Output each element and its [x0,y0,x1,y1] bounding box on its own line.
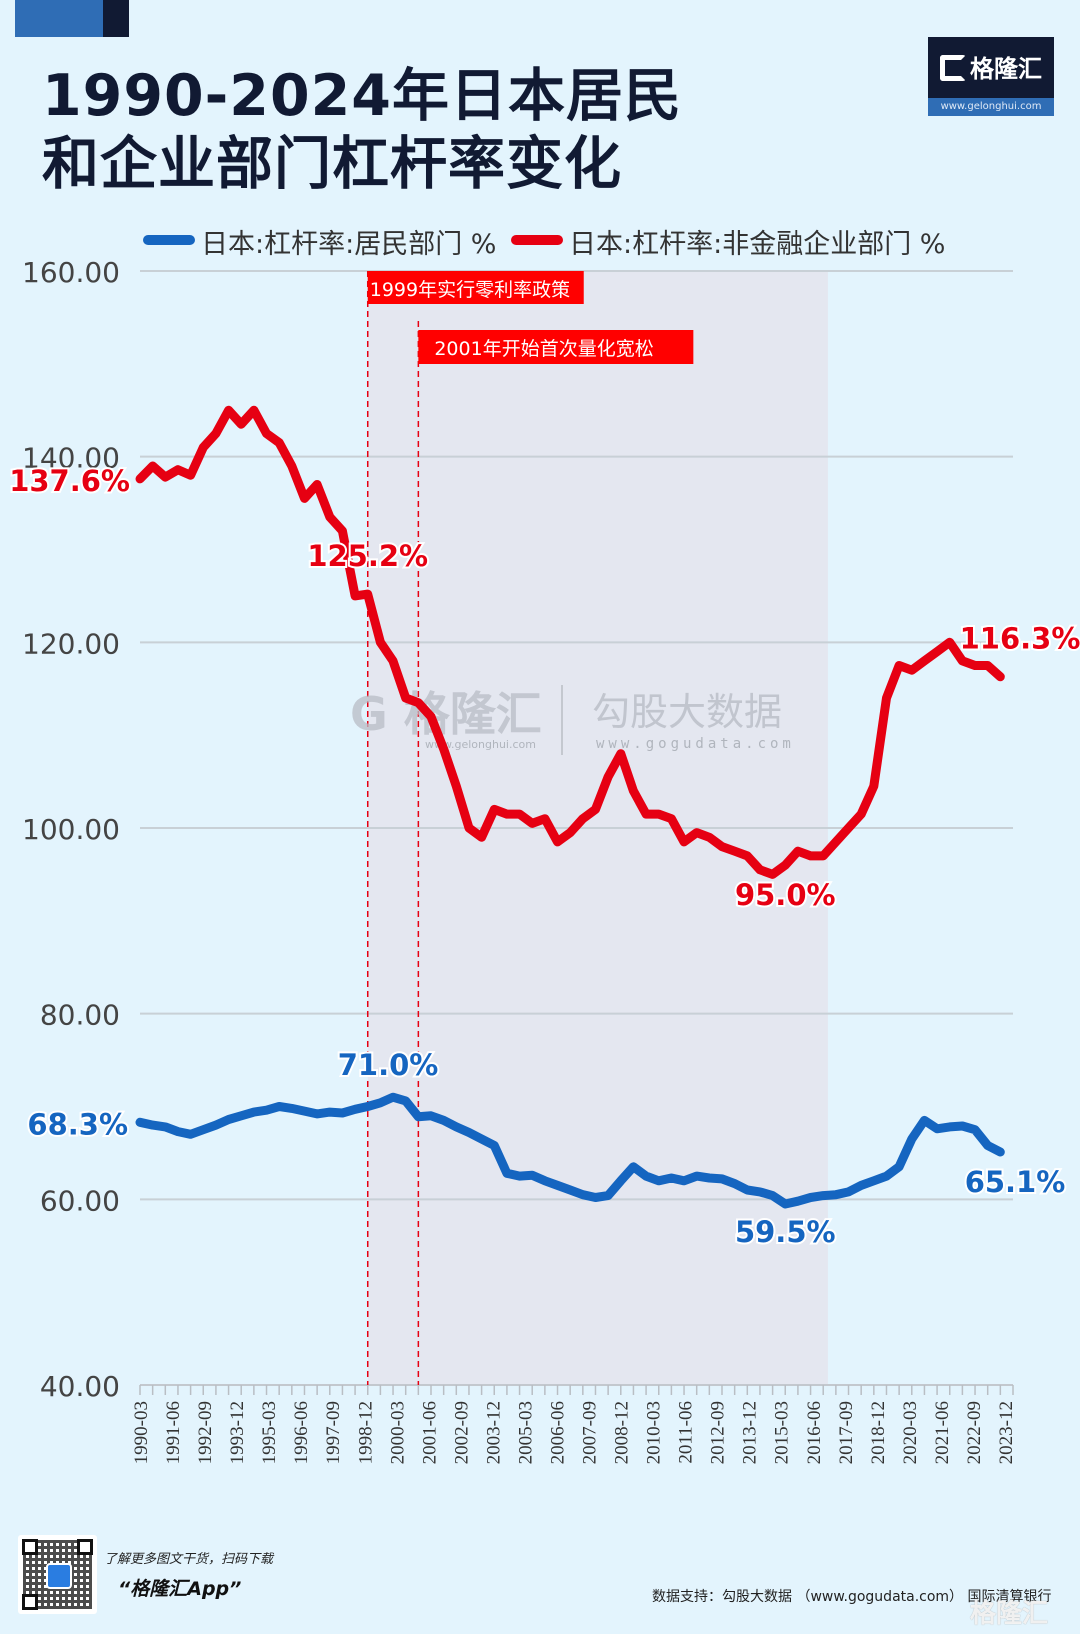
x-axis-label: 2017-09 [836,1401,857,1464]
watermark-source-url: www.gogudata.com [596,736,795,752]
x-axis-label: 2023-12 [996,1401,1017,1464]
corner-accent-blue [15,0,103,37]
y-axis-label: 120.00 [22,627,120,660]
y-axis-label: 100.00 [22,813,120,846]
x-axis-label: 2018-12 [868,1401,889,1464]
watermark-brand-url: www.gelonghui.com [425,738,536,751]
g-logo-icon [46,1563,72,1589]
x-axis-label: 2002-09 [451,1401,472,1464]
x-axis-label: 2016-06 [804,1401,825,1464]
y-axis-label: 80.00 [40,999,120,1032]
x-axis-label: 2001-06 [419,1401,440,1464]
x-axis-label: 2006-06 [547,1401,568,1464]
x-axis-label: 2008-12 [612,1401,633,1464]
x-axis-label: 1996-06 [291,1401,312,1464]
x-axis-label: 2015-03 [772,1401,793,1464]
x-axis-label: 2011-06 [676,1401,697,1464]
footer-watermark-logo: 格隆汇 [970,1599,1049,1629]
corner-accent-dark [103,0,129,37]
data-label: 95.0% [735,878,836,912]
x-axis-label: 1993-12 [227,1401,248,1464]
legend-item-household: 日本:杠杆率:居民部门 % [143,222,496,261]
x-axis-label: 2013-12 [740,1401,761,1464]
data-label: 65.1% [965,1165,1066,1199]
legend-swatch-red [511,235,564,245]
x-axis-label: 1997-09 [323,1401,344,1464]
x-axis-label: 1990-03 [131,1401,152,1464]
data-label: 116.3% [960,622,1080,656]
x-axis-label: 1992-09 [195,1401,216,1464]
y-axis-label: 160.00 [22,256,120,289]
data-label: 137.6% [9,464,130,498]
data-source: 数据支持：勾股大数据 （www.gogudata.com） 国际清算银行 [652,1589,1052,1605]
x-axis-label: 2005-03 [515,1401,536,1464]
x-axis-label: 1991-06 [163,1401,184,1464]
footer-app-name: “格隆汇App” [118,1578,242,1600]
x-axis-label: 1995-03 [259,1401,280,1464]
g-logo-icon [940,55,966,81]
y-axis-label: 40.00 [40,1370,120,1403]
qr-code [18,1535,97,1614]
brand-logo: 格隆汇 www.gelonghui.com [928,37,1054,116]
x-axis-label: 2021-06 [932,1401,953,1464]
x-axis-label: 2000-03 [387,1401,408,1464]
data-label: 125.2% [307,539,428,573]
data-label: 68.3% [27,1107,128,1141]
annotation-qe-box [418,330,694,364]
x-axis-label: 2003-12 [483,1401,504,1464]
x-axis-label: 2012-09 [708,1401,729,1464]
legend-item-corporate: 日本:杠杆率:非金融企业部门 % [511,222,945,261]
title-line-2: 和企业部门杠杆率变化 [42,131,622,197]
x-axis-label: 1998-12 [355,1401,376,1464]
watermark-source: 勾股大数据 [592,690,782,734]
logo-brand-text: 格隆汇 [970,55,1042,83]
data-label: 59.5% [735,1215,836,1249]
corporate-leverage-line [135,405,1005,879]
title-line-1: 1990-2024年日本居民 [42,63,682,129]
watermark-brand: G 格隆汇 [350,687,542,741]
logo-url: www.gelonghui.com [928,98,1054,116]
legend-label-household: 日本:杠杆率:居民部门 % [201,229,497,260]
x-axis-label: 2010-03 [644,1401,665,1464]
y-axis-label: 60.00 [40,1184,120,1217]
legend-label-corporate: 日本:杠杆率:非金融企业部门 % [569,229,946,260]
x-axis-label: 2007-09 [580,1401,601,1464]
page-title: 1990-2024年日本居民 和企业部门杠杆率变化 [42,62,682,198]
chart-legend: 日本:杠杆率:居民部门 % 日本:杠杆率:非金融企业部门 % [143,222,951,261]
annotation-qe-text: 2001年开始首次量化宽松 [434,338,653,360]
x-axis-label: 2022-09 [964,1401,985,1464]
household-leverage-line [135,1092,1005,1209]
footer-tip: 了解更多图文干货，扫码下载 [104,1552,274,1567]
annotation-zero-rate-box [367,271,584,304]
annotation-zero-rate-text: 1999年实行零利率政策 [370,279,570,301]
x-axis-label: 2020-03 [900,1401,921,1464]
data-label: 71.0% [338,1048,439,1082]
y-axis-label: 140.00 [22,442,120,475]
legend-swatch-blue [143,235,195,245]
